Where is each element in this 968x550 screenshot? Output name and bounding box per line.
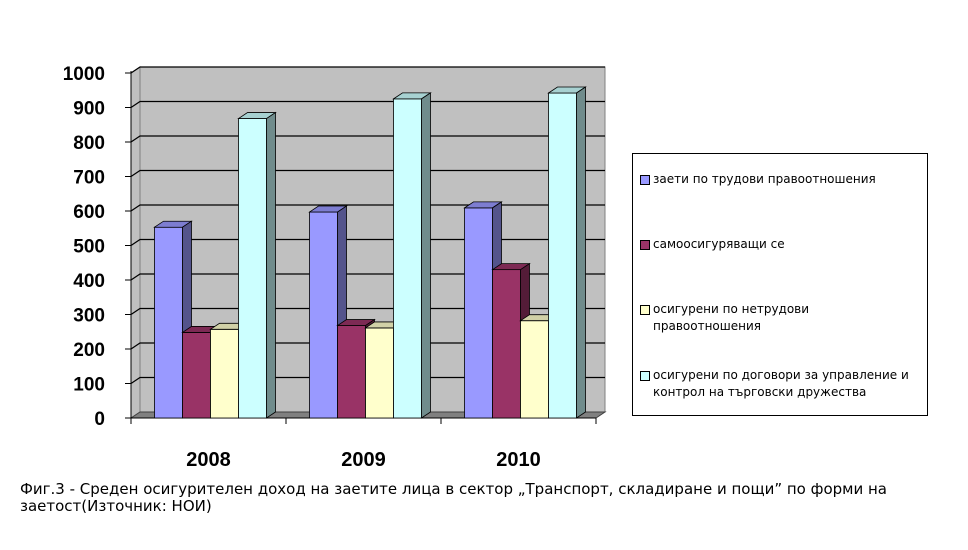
legend-label: осигурени по договори за управление и ко… [653,368,909,399]
legend-item: самоосигуряващи се [640,236,925,253]
x-tick-label: 2008 [186,449,231,470]
bar-front [337,325,366,419]
y-tick-label: 900 [73,99,105,120]
bar-side [266,111,276,419]
gridline [130,307,605,315]
bar [237,111,277,419]
bar-front [365,327,394,419]
y-axis-ticks: 0 100 200 300 400 500 600 700 800 900 1000 [63,64,105,430]
x-tick-label: 2009 [341,449,386,470]
y-tick-label: 500 [73,237,105,258]
bar-front [464,207,493,419]
y-tick-label: 200 [73,340,105,361]
gridline [130,273,605,281]
legend-label: заети по трудови правоотношения [653,172,876,186]
bar-front [520,320,549,419]
gridlines [130,66,605,384]
y-tick-label: 400 [73,271,105,292]
y-tick-label: 0 [94,409,105,430]
bar [153,220,193,419]
gridline [130,135,605,143]
legend-item: осигурени по договори за управление и ко… [640,367,925,401]
y-tick-label: 300 [73,306,105,327]
bar-front [210,328,239,419]
bar-front [548,92,577,419]
bar-side [576,86,586,419]
figure-caption: Фиг.3 - Среден осигурителен доход на зае… [20,480,887,515]
gridline [130,169,605,177]
bar-side [421,92,431,419]
y-tick-label: 1000 [63,64,105,85]
gridline [130,376,605,384]
y-tick-label: 800 [73,133,105,154]
x-tick-label: 2010 [496,449,541,470]
legend-swatch [640,305,650,315]
bar-front [492,269,521,419]
y-tick-label: 700 [73,168,105,189]
legend-label: самоосигуряващи се [653,237,785,251]
bars [153,86,587,419]
legend-item: заети по трудови правоотношения [640,171,925,188]
bar [547,86,587,419]
y-tick-label: 100 [73,375,105,396]
y-tick-label: 600 [73,202,105,223]
gridline [130,204,605,212]
x-axis-ticks: 2008 2009 2010 [186,449,541,470]
bar-front [154,226,183,419]
legend-swatch [640,240,650,250]
bar-front [238,118,267,419]
legend-label: осигурени по нетрудови правоотношения [653,302,810,333]
gridline [130,100,605,108]
chart-legend: заети по трудови правоотношения самоосиг… [632,153,928,416]
bar [392,92,432,419]
legend-item: осигурени по нетрудови правоотношения [640,301,925,335]
bar-front [309,211,338,419]
gridline [130,238,605,246]
bar-front [182,332,211,419]
bar-front [393,98,422,419]
legend-swatch [640,371,650,381]
gridline [130,66,605,74]
gridline [130,342,605,350]
legend-swatch [640,175,650,185]
